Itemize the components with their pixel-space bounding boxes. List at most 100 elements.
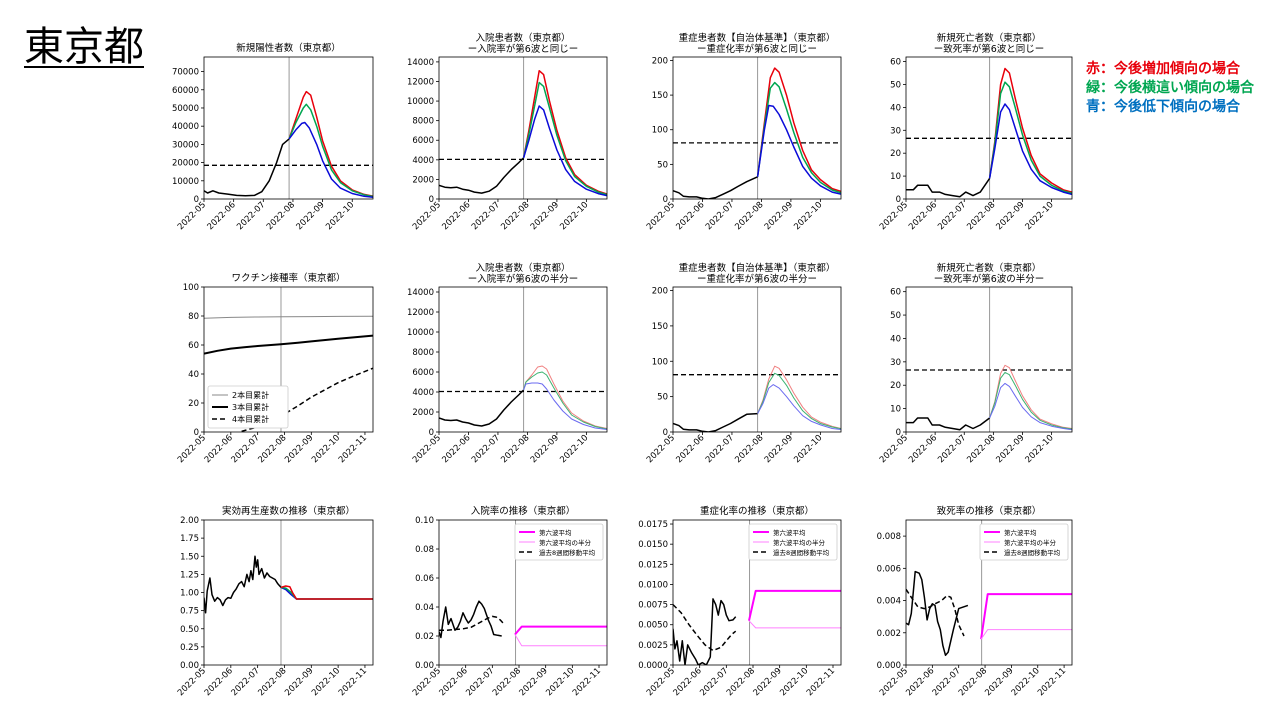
chart-title: 入院患者数（東京都） xyxy=(475,32,570,44)
series-line xyxy=(988,81,1072,195)
chart-title: 新規陽性者数（東京都） xyxy=(236,42,341,54)
legend-frame xyxy=(207,385,289,429)
series-line xyxy=(980,593,1072,640)
x-tick-label: 2022-09 xyxy=(763,200,795,232)
series-line xyxy=(523,382,607,430)
series-line xyxy=(756,104,841,195)
y-tick-label: 30 xyxy=(890,126,901,136)
y-tick-label: 150 xyxy=(652,91,668,101)
y-tick-label: 30 xyxy=(890,358,901,368)
series-line xyxy=(748,589,841,621)
series-line xyxy=(288,103,373,198)
y-tick-label: 0 xyxy=(429,428,434,438)
x-tick-label: 2022-06 xyxy=(440,200,472,232)
series-line xyxy=(522,81,607,196)
series-line xyxy=(989,382,1072,431)
x-tick-label: 2022-05 xyxy=(176,433,208,465)
x-tick-label: 2022-06 xyxy=(440,433,472,465)
x-tick-label: 2022-05 xyxy=(645,200,677,232)
y-tick-label: 50000 xyxy=(172,104,199,114)
y-tick-label: 150 xyxy=(652,322,668,332)
x-tick-label: 2022-07 xyxy=(704,200,736,232)
y-tick-label: 50 xyxy=(657,393,668,403)
x-tick-label: 2022-07 xyxy=(470,200,502,232)
legend-frame xyxy=(979,523,1069,561)
chart-title: 入院率の推移（東京都） xyxy=(471,505,576,517)
chart-title: 重症患者数【自治体基準】（東京都） xyxy=(679,262,836,274)
chart-title: 新規死亡者数（東京都） xyxy=(937,32,1042,44)
y-tick-label: 0.0025 xyxy=(638,641,668,651)
x-tick-label: 2022-06 xyxy=(674,433,706,465)
x-tick-label: 2022-06 xyxy=(907,200,939,232)
chart-panel: ワクチン接種率（東京都）0204060801002022-052022-0620… xyxy=(176,272,374,465)
y-tick-label: 40 xyxy=(890,334,901,344)
y-tick-label: 1.50 xyxy=(180,552,199,562)
plot-area xyxy=(673,287,841,432)
series-line xyxy=(988,103,1072,196)
x-tick-label: 2022-09 xyxy=(529,200,561,232)
y-tick-label: 10000 xyxy=(407,97,434,107)
legend-label: 過去8週間移動平均 xyxy=(773,548,830,557)
y-tick-label: 30000 xyxy=(172,140,199,150)
chart-subtitle: ー入院率が第6波の半分ー xyxy=(468,273,579,285)
legend-label: 過去8週間移動平均 xyxy=(1004,548,1061,557)
x-tick-label: 2022-09 xyxy=(752,666,784,698)
series-line xyxy=(204,555,282,614)
series-line xyxy=(757,372,841,430)
series-line xyxy=(673,412,758,432)
x-tick-label: 2022-07 xyxy=(698,666,730,698)
chart-subtitle: ー重症化率が第6波と同じー xyxy=(697,43,817,55)
y-tick-label: 200 xyxy=(652,287,668,297)
y-tick-label: 4000 xyxy=(412,388,434,398)
x-tick-label: 2022-09 xyxy=(283,666,315,698)
y-tick-label: 0.006 xyxy=(877,564,901,574)
y-tick-label: 0.004 xyxy=(877,597,901,607)
y-tick-label: 14000 xyxy=(407,288,434,298)
y-tick-label: 0.0125 xyxy=(638,560,668,570)
series-line xyxy=(988,67,1072,193)
y-tick-label: 0.002 xyxy=(877,629,901,639)
y-tick-label: 0.008 xyxy=(877,532,901,542)
series-line xyxy=(756,81,841,194)
y-tick-label: 6000 xyxy=(412,368,434,378)
x-tick-label: 2022-09 xyxy=(518,666,550,698)
plot-frame xyxy=(438,56,608,200)
legend-label: 第六波平均の半分 xyxy=(539,538,592,547)
y-tick-label: 0 xyxy=(663,428,668,438)
plot-frame xyxy=(905,56,1073,200)
x-tick-label: 2022-06 xyxy=(203,433,235,465)
x-tick-label: 2022-08 xyxy=(965,200,997,232)
series-line xyxy=(204,334,373,355)
y-tick-label: 0.04 xyxy=(415,603,434,613)
x-tick-label: 2022-10 xyxy=(544,666,576,698)
x-tick-label: 2022-11 xyxy=(337,433,369,465)
y-tick-label: 10000 xyxy=(172,177,199,187)
chart-panel: 新規死亡者数（東京都）ー致死率が第6波の半分ー 0 10 20 30 40 50 60 2022… xyxy=(878,262,1073,465)
x-tick-label: 2022-06 xyxy=(203,666,235,698)
chart-title: 重症患者数【自治体基準】（東京都） xyxy=(679,32,836,44)
chart-title: 入院患者数（東京都） xyxy=(475,262,570,274)
x-tick-label: 2022-07 xyxy=(936,200,968,232)
legend-label: 第六波平均の半分 xyxy=(773,538,826,547)
chart-panel: 重症化率の推移（東京都） 0.0000 0.0025 0.0050 0.0075 0.01… xyxy=(638,505,842,698)
chart-subtitle: ー重症化率が第6波の半分ー xyxy=(697,273,817,285)
y-tick-label: 20000 xyxy=(172,159,199,169)
x-tick-label: 2022-07 xyxy=(230,666,262,698)
x-tick-label: 2022-07 xyxy=(464,666,496,698)
chart-panel: 入院患者数（東京都）ー入院率が第6波と同じー 0 2000 4000 6000 8000 1… xyxy=(407,32,608,232)
chart-panel: 入院患者数（東京都）ー入院率が第6波の半分ー 0 2000 4000 6000 8000 1… xyxy=(407,262,608,465)
x-tick-label: 2022-10 xyxy=(324,200,356,232)
y-tick-label: 70000 xyxy=(172,68,199,78)
y-tick-label: 0.10 xyxy=(415,516,434,526)
plot-area xyxy=(439,57,607,199)
series-line xyxy=(906,588,965,637)
y-tick-label: 80 xyxy=(188,312,199,322)
y-tick-label: 0.0000 xyxy=(638,661,668,671)
series-line xyxy=(514,625,607,636)
x-tick-label: 2022-06 xyxy=(206,200,238,232)
chart-panel: 重症患者数【自治体基準】（東京都）ー重症化率が第6波と同じー 0 50 100 150 2… xyxy=(645,32,842,232)
chart-title: ワクチン接種率（東京都） xyxy=(231,272,345,284)
y-tick-label: 60 xyxy=(890,288,901,298)
x-tick-label: 2022-06 xyxy=(438,666,470,698)
